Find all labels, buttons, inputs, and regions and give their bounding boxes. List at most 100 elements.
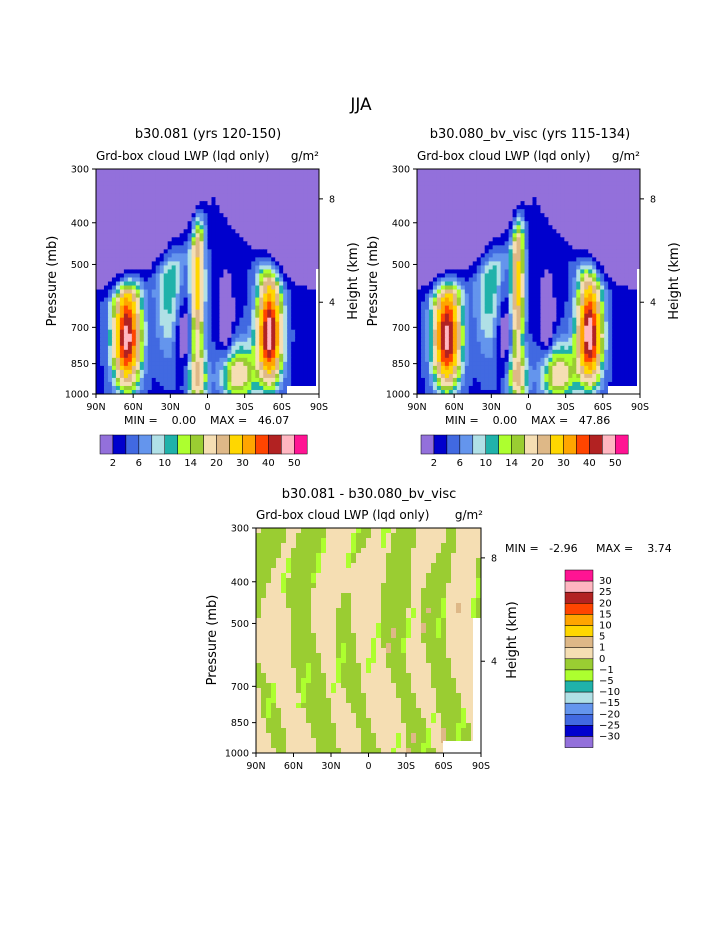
panel-b-cell bbox=[424, 261, 430, 267]
panel-b-cell bbox=[628, 169, 633, 174]
panel-a-cell bbox=[299, 293, 304, 299]
panel-b-cell bbox=[420, 181, 426, 186]
panel-a-cell bbox=[151, 313, 157, 319]
panel-b-cell bbox=[620, 229, 625, 234]
panel-a-cell bbox=[295, 293, 300, 299]
panel-a-cell bbox=[167, 209, 173, 214]
panel-a-cell bbox=[227, 293, 232, 299]
panel-a-cell bbox=[159, 213, 165, 218]
panel-a-cell bbox=[99, 309, 105, 315]
panel-a-cell bbox=[271, 173, 276, 178]
panel-a-cell bbox=[123, 357, 129, 363]
panel-a-cell bbox=[179, 301, 185, 307]
panel-a-cell bbox=[307, 297, 312, 303]
panel-a-cell bbox=[267, 253, 272, 258]
panel-a-cell bbox=[96, 313, 101, 319]
panel-a-cell bbox=[223, 277, 229, 283]
panel-b-cell bbox=[544, 233, 550, 238]
panel-a-cell bbox=[103, 177, 109, 182]
panel-a-cell bbox=[199, 353, 205, 359]
panel-b-cell bbox=[484, 221, 490, 226]
panel-a-cell bbox=[127, 197, 133, 202]
panel-a-cell bbox=[96, 213, 101, 218]
panel-b-cell bbox=[568, 241, 573, 246]
panel-b-cell bbox=[428, 221, 434, 226]
panel-b-cell bbox=[596, 197, 601, 202]
panel-b-cell bbox=[596, 193, 601, 198]
panel-a-cell bbox=[295, 257, 300, 263]
panel-a-cell bbox=[219, 189, 225, 194]
panel-b-cell bbox=[540, 277, 546, 283]
panel-b-cell bbox=[604, 201, 609, 206]
panel-b-cell bbox=[417, 185, 422, 190]
panel-a-cell bbox=[191, 365, 197, 371]
panel-a-cell bbox=[179, 261, 185, 267]
panel-b-cell bbox=[604, 253, 609, 258]
panel-a-cell bbox=[203, 361, 209, 367]
panel-a-cell bbox=[311, 169, 316, 174]
panel-b-cell bbox=[548, 197, 553, 202]
panel-a-cell bbox=[123, 333, 129, 339]
panel-b-cell bbox=[480, 189, 486, 194]
panel-a-cell bbox=[291, 357, 296, 363]
panel-a-cell bbox=[171, 277, 177, 283]
panel-a-cell bbox=[119, 177, 125, 182]
panel-b-cell bbox=[528, 241, 534, 246]
panel-b-cell bbox=[424, 209, 430, 214]
panel-b-cell bbox=[500, 245, 506, 250]
panel-a-cell bbox=[183, 249, 189, 254]
panel-a-cell bbox=[107, 257, 113, 263]
panel-a-cell bbox=[207, 381, 213, 387]
panel-a-cell bbox=[259, 205, 264, 210]
panel-a-cell bbox=[96, 177, 101, 182]
panel-b-cell bbox=[500, 249, 506, 254]
panel-a-cell bbox=[159, 185, 165, 190]
panel-b-cell bbox=[632, 273, 637, 279]
panel-b-cell bbox=[632, 269, 637, 275]
panel-a-cell bbox=[243, 173, 248, 178]
panel-b-cell bbox=[528, 245, 534, 250]
panel-b-cell bbox=[600, 285, 605, 291]
panel-a-field bbox=[96, 169, 319, 394]
panel-b-cell bbox=[464, 197, 470, 202]
panel-a-cell bbox=[259, 173, 264, 178]
panel-b-cell bbox=[448, 249, 454, 254]
panel-a-cell bbox=[291, 185, 296, 190]
panel-a-cell bbox=[135, 337, 141, 343]
panel-b-cell bbox=[608, 289, 613, 295]
panel-b-cell bbox=[584, 277, 589, 283]
panel-b-cell bbox=[540, 253, 546, 258]
panel-a-cell bbox=[295, 241, 300, 246]
panel-b-cell bbox=[448, 229, 454, 234]
panel-a-cell bbox=[299, 289, 304, 295]
panel-a-cell bbox=[107, 353, 113, 359]
panel-a-cell bbox=[255, 261, 260, 267]
panel-b-cell bbox=[504, 189, 510, 194]
panel-a-cell bbox=[171, 325, 177, 331]
panel-a-cell bbox=[307, 377, 312, 383]
panel-b-cell bbox=[460, 209, 466, 214]
panel-a-cell bbox=[235, 297, 240, 303]
panel-b-cell bbox=[568, 237, 573, 242]
panel-a-cell bbox=[115, 169, 121, 174]
panel-a-cell bbox=[191, 169, 197, 174]
panel-b-cell bbox=[552, 265, 557, 271]
panel-a-cell bbox=[263, 181, 268, 186]
panel-a-cell bbox=[243, 193, 248, 198]
panel-b-cell bbox=[464, 213, 470, 218]
panel-a-cell bbox=[251, 225, 256, 230]
panel-a-cell bbox=[187, 385, 193, 391]
panel-b-cell bbox=[620, 241, 625, 246]
panel-b-cell bbox=[444, 281, 450, 287]
panel-a-cell bbox=[187, 245, 193, 250]
panel-a-cell bbox=[223, 309, 229, 315]
panel-a-cell bbox=[167, 233, 173, 238]
panel-b-cell bbox=[484, 245, 490, 250]
panel-a-cell bbox=[183, 273, 189, 279]
panel-a-cell bbox=[307, 381, 312, 387]
panel-b-cell bbox=[552, 225, 557, 230]
panel-a-cell bbox=[247, 329, 252, 335]
panel-b-cell bbox=[628, 233, 633, 238]
panel-a-cell bbox=[139, 377, 145, 383]
panel-b-cell bbox=[520, 253, 526, 258]
